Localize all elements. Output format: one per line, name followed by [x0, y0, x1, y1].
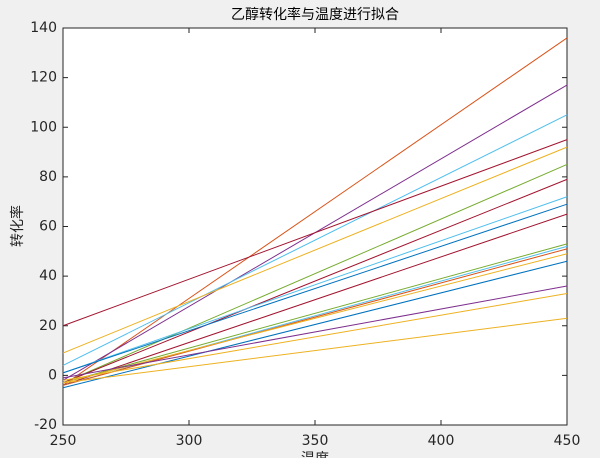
x-tick-label: 400	[428, 433, 455, 449]
y-tick-label: 120	[30, 70, 57, 86]
y-tick-label: 100	[30, 119, 57, 135]
x-tick-label: 300	[176, 433, 203, 449]
y-tick-label: 60	[39, 219, 57, 235]
series-line	[62, 114, 568, 366]
y-tick-label: 80	[39, 169, 57, 185]
series-line	[62, 178, 568, 384]
series-line	[62, 37, 568, 386]
y-axis-label: 转化率	[9, 205, 26, 247]
series-line	[62, 253, 568, 384]
y-tick-label: 40	[39, 268, 57, 284]
series-line	[62, 203, 568, 374]
y-tick-label: 0	[48, 367, 57, 383]
x-tick-label: 250	[50, 433, 77, 449]
chart-title: 乙醇转化率与温度进行拟合	[231, 6, 399, 23]
x-tick-label: 450	[554, 433, 581, 449]
y-tick-label: 140	[30, 20, 57, 36]
series-line	[62, 196, 568, 374]
y-tick-label: 20	[39, 318, 57, 334]
x-axis-label: 温度	[301, 451, 329, 458]
series-line	[62, 317, 568, 384]
plot-area	[62, 27, 568, 426]
series-line	[62, 146, 568, 354]
series-line	[62, 293, 568, 381]
series-line	[62, 164, 568, 384]
x-tick-label: 350	[302, 433, 329, 449]
series-line	[62, 285, 568, 379]
y-tick-label: -20	[34, 417, 57, 433]
series-line	[62, 213, 568, 386]
series-line	[62, 260, 568, 389]
series-line	[62, 243, 568, 384]
series-line	[62, 139, 568, 327]
